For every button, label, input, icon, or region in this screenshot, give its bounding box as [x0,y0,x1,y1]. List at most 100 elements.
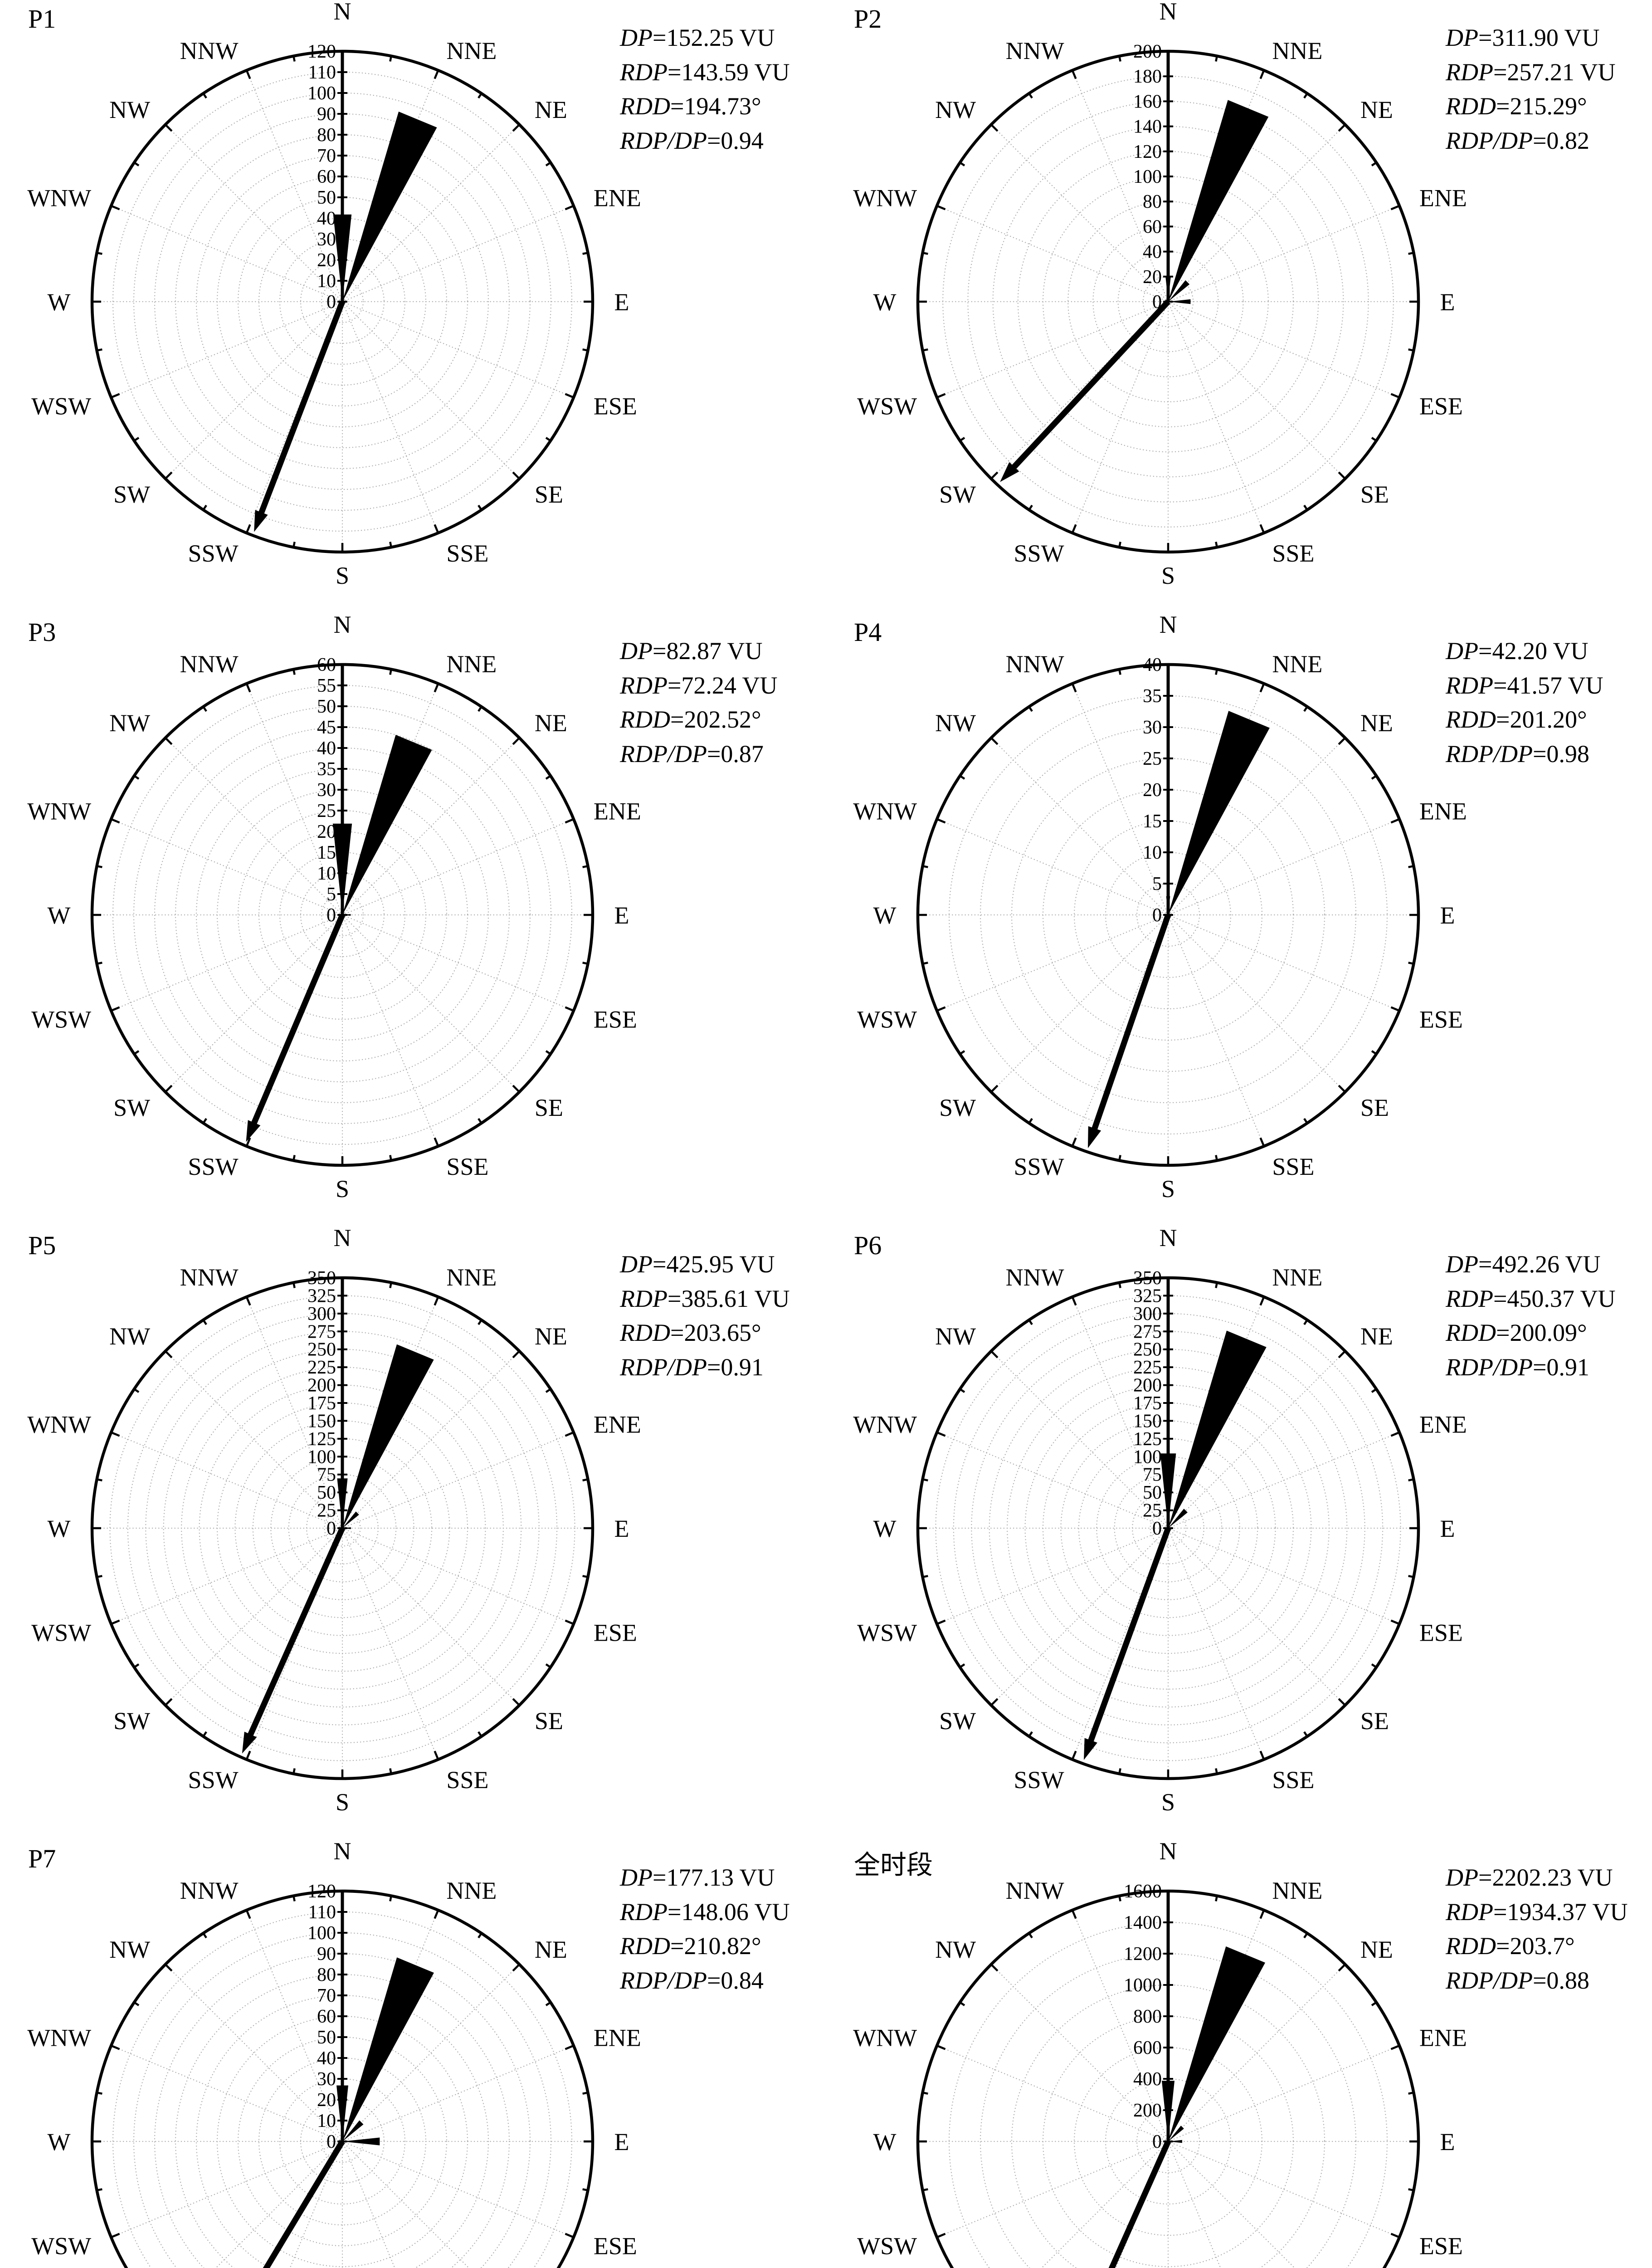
svg-text:100: 100 [307,83,336,104]
svg-text:N: N [334,0,351,25]
svg-text:120: 120 [307,41,336,62]
svg-text:5: 5 [1152,874,1162,894]
svg-text:NNW: NNW [180,650,239,678]
svg-text:20: 20 [1143,267,1162,288]
svg-text:25: 25 [1143,748,1162,769]
svg-text:E: E [614,1515,629,1542]
svg-text:80: 80 [1143,191,1162,212]
svg-text:S: S [1161,562,1175,589]
svg-text:WSW: WSW [31,2232,91,2259]
svg-text:WSW: WSW [31,1006,91,1033]
svg-text:30: 30 [317,229,336,250]
svg-text:WNW: WNW [27,1411,91,1438]
svg-text:NW: NW [935,1323,976,1350]
svg-text:200: 200 [307,1375,336,1396]
svg-text:325: 325 [1133,1286,1162,1306]
svg-text:40: 40 [317,208,336,229]
svg-text:N: N [1160,1227,1177,1251]
svg-text:SSW: SSW [188,540,239,567]
svg-text:40: 40 [317,2048,336,2069]
svg-text:SW: SW [113,481,150,508]
svg-text:ENE: ENE [594,2024,641,2052]
svg-text:SSE: SSE [1272,540,1314,567]
svg-text:20: 20 [1143,780,1162,801]
svg-text:50: 50 [317,187,336,208]
svg-text:NNW: NNW [180,37,239,64]
svg-text:200: 200 [1133,41,1162,62]
svg-text:NNW: NNW [1006,1877,1064,1904]
svg-text:80: 80 [317,1965,336,1985]
svg-text:NNW: NNW [180,1264,239,1291]
svg-text:75: 75 [317,1465,336,1486]
svg-text:NE: NE [1360,709,1393,737]
svg-text:W: W [873,2128,897,2156]
svg-text:ENE: ENE [1419,185,1467,212]
svg-text:35: 35 [1143,686,1162,707]
svg-text:15: 15 [1143,811,1162,832]
svg-text:NW: NW [109,96,150,123]
svg-text:SW: SW [113,1707,150,1735]
svg-text:WSW: WSW [857,392,917,420]
svg-text:90: 90 [317,104,336,125]
svg-text:50: 50 [317,1482,336,1503]
svg-text:WNW: WNW [853,185,917,212]
svg-text:E: E [1440,1515,1455,1542]
svg-text:WNW: WNW [27,185,91,212]
svg-text:10: 10 [317,2111,336,2131]
svg-text:WSW: WSW [31,392,91,420]
svg-text:40: 40 [1143,655,1162,675]
svg-text:E: E [1440,902,1455,929]
svg-text:50: 50 [1143,1482,1162,1503]
svg-text:SW: SW [939,481,976,508]
svg-text:WNW: WNW [27,2024,91,2052]
svg-text:NE: NE [1360,96,1393,123]
svg-text:NNW: NNW [1006,37,1064,64]
svg-text:WNW: WNW [853,1411,917,1438]
svg-text:50: 50 [317,696,336,717]
svg-text:30: 30 [1143,717,1162,738]
svg-text:45: 45 [317,717,336,738]
svg-text:1200: 1200 [1124,1944,1162,1965]
svg-text:W: W [48,2128,71,2156]
svg-text:300: 300 [1133,1304,1162,1325]
svg-text:325: 325 [307,1286,336,1306]
svg-text:25: 25 [317,1501,336,1521]
svg-text:NNW: NNW [1006,1264,1064,1291]
svg-text:NNE: NNE [446,650,497,678]
svg-text:100: 100 [1133,1447,1162,1467]
svg-text:ESE: ESE [594,1619,637,1646]
svg-text:275: 275 [1133,1321,1162,1342]
svg-text:NE: NE [535,96,567,123]
svg-text:ENE: ENE [594,1411,641,1438]
svg-text:150: 150 [1133,1411,1162,1432]
svg-text:E: E [1440,288,1455,316]
svg-text:W: W [48,288,71,316]
svg-text:350: 350 [1133,1268,1162,1289]
svg-text:WSW: WSW [31,1619,91,1646]
svg-text:25: 25 [1143,1501,1162,1521]
svg-text:35: 35 [317,759,336,780]
svg-text:NW: NW [109,1323,150,1350]
svg-text:100: 100 [307,1447,336,1467]
svg-text:E: E [1440,2128,1455,2156]
svg-text:ENE: ENE [1419,1411,1467,1438]
svg-text:NNE: NNE [446,1877,497,1904]
svg-text:N: N [334,1840,351,1865]
svg-text:SE: SE [535,1094,563,1121]
svg-text:ESE: ESE [594,1006,637,1033]
svg-text:SE: SE [535,481,563,508]
svg-text:400: 400 [1133,2069,1162,2090]
svg-text:55: 55 [317,675,336,696]
svg-text:180: 180 [1133,66,1162,87]
svg-text:0: 0 [1152,2131,1162,2152]
svg-text:SSE: SSE [446,540,488,567]
svg-text:40: 40 [1143,242,1162,263]
svg-text:10: 10 [317,863,336,884]
svg-text:ESE: ESE [594,392,637,420]
svg-text:SSE: SSE [446,1766,488,1794]
svg-text:10: 10 [1143,842,1162,863]
svg-text:ESE: ESE [594,2232,637,2259]
svg-text:NNE: NNE [446,1264,497,1291]
svg-text:225: 225 [1133,1357,1162,1378]
svg-text:100: 100 [1133,166,1162,187]
